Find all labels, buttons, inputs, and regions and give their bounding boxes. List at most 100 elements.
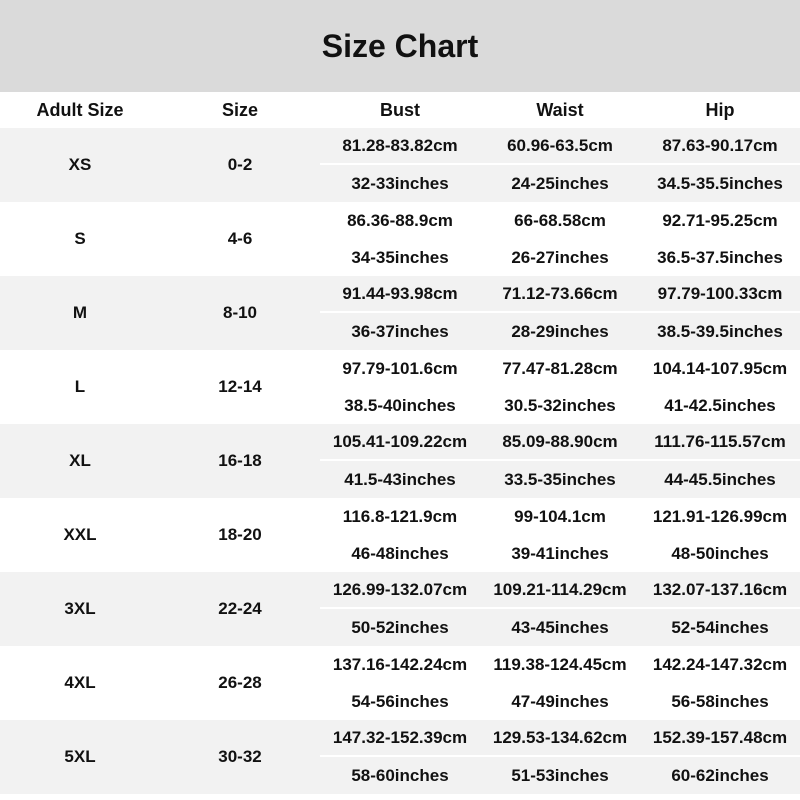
hip-cm-cell: 104.14-107.95cm bbox=[652, 358, 788, 378]
hip-cm-cell: 142.24-147.32cm bbox=[652, 654, 788, 674]
measurements: 105.41-109.22cm 85.09-88.90cm 111.76-115.5… bbox=[320, 424, 800, 498]
size-row: XS 0-2 81.28-83.82cm 60.96-63.5cm 87.63-90… bbox=[0, 128, 800, 202]
waist-cm-cell: 109.21-114.29cm bbox=[493, 579, 627, 599]
size-cell: 26-28 bbox=[218, 673, 262, 692]
inches-row: 36-37inches 28-29inches 38.5-39.5inches bbox=[320, 313, 800, 350]
cm-row: 97.79-101.6cm 77.47-81.28cm 104.14-107.95c… bbox=[320, 350, 800, 387]
hip-inches-cell: 41-42.5inches bbox=[664, 395, 776, 415]
measurements: 147.32-152.39cm 129.53-134.62cm 152.39-157… bbox=[320, 720, 800, 794]
inches-row: 46-48inches 39-41inches 48-50inches bbox=[320, 535, 800, 572]
hip-inches-cell: 38.5-39.5inches bbox=[657, 321, 783, 341]
cm-row: 116.8-121.9cm 99-104.1cm 121.91-126.99cm bbox=[320, 498, 800, 535]
cm-row: 105.41-109.22cm 85.09-88.90cm 111.76-115.5… bbox=[320, 424, 800, 461]
size-table-body: XS 0-2 81.28-83.82cm 60.96-63.5cm 87.63-90… bbox=[0, 128, 800, 794]
bust-cm-cell: 97.79-101.6cm bbox=[342, 358, 458, 378]
bust-inches-cell: 36-37inches bbox=[351, 321, 449, 341]
hip-cm-cell: 152.39-157.48cm bbox=[652, 727, 788, 747]
cm-row: 91.44-93.98cm 71.12-73.66cm 97.79-100.33cm bbox=[320, 276, 800, 313]
hip-inches-cell: 60-62inches bbox=[671, 765, 769, 785]
header-waist: Waist bbox=[536, 99, 584, 120]
measurements: 81.28-83.82cm 60.96-63.5cm 87.63-90.17cm 32… bbox=[320, 128, 800, 202]
hip-inches-cell: 34.5-35.5inches bbox=[657, 173, 783, 193]
waist-inches-cell: 39-41inches bbox=[511, 543, 609, 563]
hip-cm-cell: 111.76-115.57cm bbox=[654, 431, 786, 451]
waist-cm-cell: 85.09-88.90cm bbox=[502, 431, 618, 451]
inches-row: 50-52inches 43-45inches 52-54inches bbox=[320, 609, 800, 646]
waist-cm-cell: 129.53-134.62cm bbox=[492, 727, 628, 747]
bust-inches-cell: 50-52inches bbox=[351, 617, 449, 637]
bust-inches-cell: 54-56inches bbox=[351, 691, 449, 711]
bust-inches-cell: 46-48inches bbox=[351, 543, 449, 563]
inches-row: 54-56inches 47-49inches 56-58inches bbox=[320, 683, 800, 720]
chart-title: Size Chart bbox=[0, 0, 800, 92]
bust-cm-cell: 137.16-142.24cm bbox=[332, 654, 468, 674]
hip-cm-cell: 87.63-90.17cm bbox=[662, 135, 778, 155]
adult-size-cell: 4XL bbox=[64, 673, 96, 692]
waist-inches-cell: 26-27inches bbox=[511, 247, 609, 267]
waist-cm-cell: 77.47-81.28cm bbox=[502, 358, 618, 378]
cm-row: 86.36-88.9cm 66-68.58cm 92.71-95.25cm bbox=[320, 202, 800, 239]
bust-cm-cell: 86.36-88.9cm bbox=[347, 210, 453, 230]
adult-size-cell: XS bbox=[68, 155, 92, 174]
waist-inches-cell: 43-45inches bbox=[511, 617, 609, 637]
size-cell: 0-2 bbox=[227, 155, 253, 174]
bust-inches-cell: 32-33inches bbox=[351, 173, 449, 193]
inches-row: 38.5-40inches 30.5-32inches 41-42.5inches bbox=[320, 387, 800, 424]
bust-cm-cell: 91.44-93.98cm bbox=[342, 283, 458, 303]
adult-size-cell: 3XL bbox=[64, 599, 96, 618]
measurements: 91.44-93.98cm 71.12-73.66cm 97.79-100.33cm… bbox=[320, 276, 800, 350]
size-row: 3XL 22-24 126.99-132.07cm 109.21-114.29cm… bbox=[0, 572, 800, 646]
size-cell: 4-6 bbox=[227, 229, 253, 248]
adult-size-cell: XL bbox=[69, 451, 91, 470]
measurements: 126.99-132.07cm 109.21-114.29cm 132.07-137… bbox=[320, 572, 800, 646]
size-cell: 22-24 bbox=[218, 599, 262, 618]
adult-size-cell: S bbox=[74, 229, 86, 248]
hip-inches-cell: 52-54inches bbox=[671, 617, 769, 637]
inches-row: 32-33inches 24-25inches 34.5-35.5inches bbox=[320, 165, 800, 202]
waist-inches-cell: 33.5-35inches bbox=[504, 469, 616, 489]
hip-cm-cell: 132.07-137.16cm bbox=[652, 579, 788, 599]
header-bust: Bust bbox=[380, 99, 420, 120]
waist-inches-cell: 30.5-32inches bbox=[504, 395, 616, 415]
size-cell: 18-20 bbox=[218, 525, 262, 544]
size-row: XL 16-18 105.41-109.22cm 85.09-88.90cm 111… bbox=[0, 424, 800, 498]
size-row: XXL 18-20 116.8-121.9cm 99-104.1cm 121.91-… bbox=[0, 498, 800, 572]
inches-row: 34-35inches 26-27inches 36.5-37.5inches bbox=[320, 239, 800, 276]
inches-row: 41.5-43inches 33.5-35inches 44-45.5inches bbox=[320, 461, 800, 498]
waist-cm-cell: 71.12-73.66cm bbox=[502, 283, 618, 303]
cm-row: 126.99-132.07cm 109.21-114.29cm 132.07-137… bbox=[320, 572, 800, 609]
bust-inches-cell: 38.5-40inches bbox=[344, 395, 456, 415]
waist-inches-cell: 24-25inches bbox=[511, 173, 609, 193]
header-hip: Hip bbox=[705, 99, 735, 120]
adult-size-cell: L bbox=[74, 377, 86, 396]
waist-cm-cell: 119.38-124.45cm bbox=[493, 654, 627, 674]
bust-inches-cell: 34-35inches bbox=[351, 247, 449, 267]
bust-cm-cell: 105.41-109.22cm bbox=[332, 431, 468, 451]
hip-cm-cell: 97.79-100.33cm bbox=[657, 283, 783, 303]
measurements: 137.16-142.24cm 119.38-124.45cm 142.24-147… bbox=[320, 646, 800, 720]
measurements: 86.36-88.9cm 66-68.58cm 92.71-95.25cm 34-35… bbox=[320, 202, 800, 276]
header-adult-size: Adult Size bbox=[36, 99, 124, 120]
waist-inches-cell: 51-53inches bbox=[511, 765, 609, 785]
header-size: Size bbox=[221, 99, 259, 120]
waist-cm-cell: 66-68.58cm bbox=[514, 210, 606, 230]
measurements: 97.79-101.6cm 77.47-81.28cm 104.14-107.95c… bbox=[320, 350, 800, 424]
size-row: S 4-6 86.36-88.9cm 66-68.58cm 92.71-95.25c… bbox=[0, 202, 800, 276]
adult-size-cell: 5XL bbox=[64, 747, 96, 766]
bust-inches-cell: 58-60inches bbox=[351, 765, 449, 785]
size-row: L 12-14 97.79-101.6cm 77.47-81.28cm 104.14… bbox=[0, 350, 800, 424]
hip-inches-cell: 44-45.5inches bbox=[664, 469, 776, 489]
size-cell: 12-14 bbox=[218, 377, 262, 396]
inches-row: 58-60inches 51-53inches 60-62inches bbox=[320, 757, 800, 794]
waist-inches-cell: 28-29inches bbox=[511, 321, 609, 341]
hip-inches-cell: 36.5-37.5inches bbox=[657, 247, 783, 267]
size-cell: 16-18 bbox=[218, 451, 262, 470]
measurements: 116.8-121.9cm 99-104.1cm 121.91-126.99cm 46… bbox=[320, 498, 800, 572]
size-row: M 8-10 91.44-93.98cm 71.12-73.66cm 97.79-1… bbox=[0, 276, 800, 350]
hip-cm-cell: 92.71-95.25cm bbox=[662, 210, 778, 230]
bust-cm-cell: 126.99-132.07cm bbox=[332, 579, 468, 599]
waist-cm-cell: 99-104.1cm bbox=[514, 506, 606, 526]
size-cell: 30-32 bbox=[218, 747, 262, 766]
cm-row: 137.16-142.24cm 119.38-124.45cm 142.24-147… bbox=[320, 646, 800, 683]
hip-cm-cell: 121.91-126.99cm bbox=[652, 506, 788, 526]
